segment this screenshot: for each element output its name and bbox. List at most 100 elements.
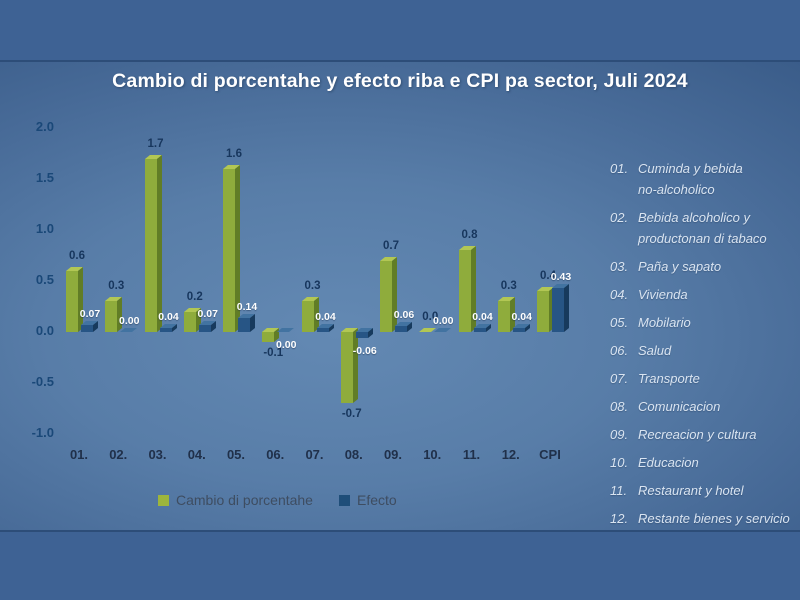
sector-item-line: 05. Mobilario [610,312,800,333]
bar-front-face [223,169,235,332]
sector-number: 05. [610,315,629,330]
sector-number: 09. [610,427,629,442]
bar-efecto-11 [473,324,491,332]
sector-number: 07. [610,371,629,386]
bar-efecto-04 [198,321,216,332]
sector-item-line: 04. Vivienda [610,284,800,305]
value-label-cambio: 0.2 [186,291,203,303]
legend-label: Cambio di porcentahe [176,492,313,508]
x-axis-label: 07. [305,447,324,462]
bar-chart: 2.0 1.5 1.0 0.5 0.0 -0.5 -1.0 01. 0.6 0.07 02. 0.3 0… [0,62,600,532]
legend-swatch [158,494,169,506]
bar-efecto-06 [277,328,295,332]
bar-front-face [183,312,196,332]
bar-top-face [434,328,452,332]
bar-efecto-01 [81,321,98,332]
sector-list-item: 02. Bebida alcoholico y productonan di tab… [610,207,800,249]
bar-front-face [159,328,172,332]
bar-side-face [250,314,255,332]
y-axis-label: 0.5 [35,272,54,287]
bar-front-face [301,301,314,332]
sector-list-item: 12. Restante bienes y servicio [610,508,800,529]
value-label-cambio: 1.7 [147,138,164,150]
y-axis-label: -1.0 [31,425,54,440]
bar-front-face [198,325,211,332]
bar-cambio-04 [183,308,201,332]
chart-slide: Cambio di porcentahe y efecto riba e CPI… [0,60,800,532]
bar-top-face [277,328,295,332]
sector-item-line: productonan di tabaco [638,231,767,246]
sector-number: 08. [610,399,629,414]
bar-front-face [316,328,329,332]
sector-list-item: 04. Vivienda [610,284,800,305]
value-label-cambio: 0.6 [69,250,85,262]
x-axis-label: 10. [423,447,442,462]
value-label-cambio: 0.3 [304,280,321,292]
bar-side-face [352,328,358,403]
bar-side-face [93,321,98,332]
sector-list-item: 11. Restaurant y hotel [610,480,800,501]
x-axis-label: 02. [109,447,128,462]
sector-item-line: 08. Comunicacion [610,396,800,417]
value-label-efecto: -0.06 [352,345,377,357]
bar-cambio-07 [301,297,319,332]
sector-number: 02. [610,210,629,225]
value-label-cambio: -0.7 [341,408,362,420]
bar-front-face [512,328,525,332]
value-label-efecto: 0.06 [393,309,415,321]
bar-front-face [395,326,407,332]
sector-list-item: 08. Comunicacion [610,396,800,417]
sector-item-line: no-alcoholico [638,182,715,197]
x-axis-label: 08. [344,447,363,462]
value-label-efecto: 0.43 [550,271,572,283]
bar-front-face [66,271,78,332]
sector-item-line: 06. Salud [610,340,800,361]
bar-front-face [355,332,368,338]
bar-cambio-09 [380,257,397,332]
value-label-efecto: 0.04 [511,311,532,323]
value-label-efecto: 0.07 [79,308,101,320]
value-label-efecto: 0.14 [236,301,258,313]
value-label-cambio: 0.0 [422,311,439,323]
sector-number: 04. [610,287,629,302]
sector-list-item: 03. Paña y sapato [610,256,800,277]
value-label-cambio: -0.1 [263,347,284,359]
bar-front-face [537,291,549,332]
bar-front-face [340,332,353,403]
bar-efecto-07 [316,324,334,332]
bar-cambio-03 [144,155,162,332]
value-label-efecto: 0.07 [197,308,218,320]
y-axis-label: 2.0 [35,119,54,134]
value-label-efecto: 0.04 [315,311,336,323]
x-axis-label: 01. [69,447,89,462]
bar-cambio-06 [262,328,280,342]
bar-efecto-12 [512,324,530,332]
value-label-efecto: 0.00 [119,315,140,327]
y-axis-label: -0.5 [31,374,54,389]
sector-list-item: 10. Educacion [610,452,800,473]
bar-front-face [497,301,510,332]
x-axis-label: 11. [462,447,481,462]
bar-front-face [81,325,93,332]
bar-front-face [238,318,250,332]
y-axis-label: 0.0 [35,323,54,338]
bar-cambio-11 [458,246,476,332]
bar-side-face [564,284,569,332]
sector-item-line: 10. Educacion [610,452,800,473]
sector-list-item: 07. Transporte [610,368,800,389]
sector-list: 01. Cuminda y bebida no-alcoholico 02. Bebid… [610,158,800,536]
value-label-cambio: 0.4 [540,270,556,282]
bar-efecto-05 [238,314,255,332]
sector-number: 11. [610,483,628,498]
bar-cambio-05 [223,165,240,332]
legend-swatch [338,494,350,506]
bar-side-face [156,155,162,332]
chart-legend: Cambio di porcentahe Efecto [158,492,397,508]
y-axis-label: 1.0 [35,221,54,236]
x-axis-label: 09. [383,447,403,462]
sector-item-line: 11. Restaurant y hotel [610,480,800,501]
bar-efecto-08 [355,328,373,338]
value-label-cambio: 0.8 [461,229,478,241]
sector-list-item: 06. Salud [610,340,800,361]
